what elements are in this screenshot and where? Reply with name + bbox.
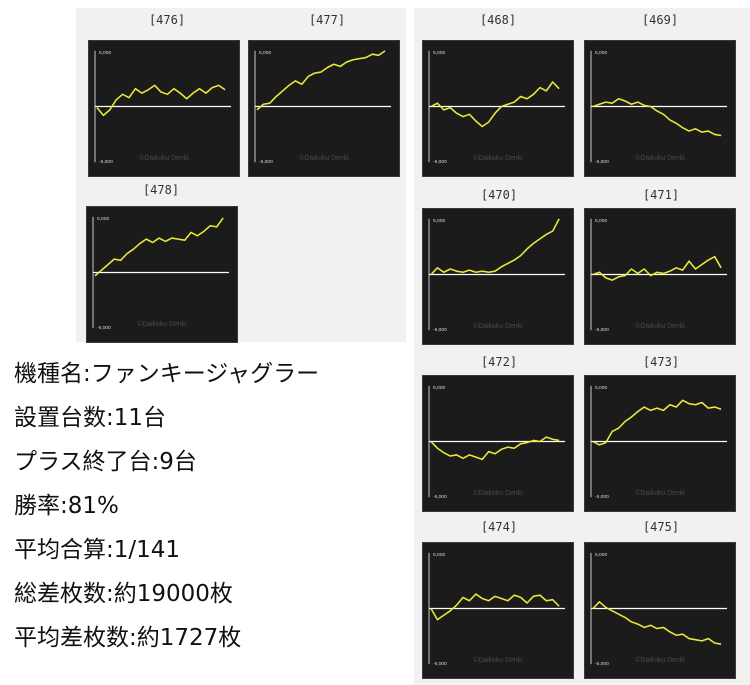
watermark: ©Daikoku Denki bbox=[635, 154, 685, 162]
slump-series-line bbox=[592, 601, 722, 645]
stat-plus-finish: プラス終了台:9台 bbox=[14, 449, 197, 475]
slump-series-line bbox=[592, 97, 722, 137]
slump-series-line bbox=[592, 255, 722, 281]
stat-installed: 設置台数:11台 bbox=[14, 405, 167, 431]
machine-number-label: [470] bbox=[480, 188, 518, 202]
slump-graph-svg: 5,000 -5,000 ©Daikoku Denki bbox=[428, 385, 566, 500]
y-tick-label-bottom: -5,000 bbox=[595, 494, 609, 500]
y-tick-label-bottom: -5,000 bbox=[433, 159, 447, 165]
slump-graph: 5,000 -5,000 ©Daikoku Denki bbox=[584, 542, 736, 679]
y-tick-label-bottom: -5,000 bbox=[99, 159, 113, 165]
machine-number-label: [472] bbox=[480, 355, 518, 369]
machine-number-label: [476] bbox=[148, 13, 186, 27]
slump-graph-svg: 5,000 -5,000 ©Daikoku Denki bbox=[428, 50, 566, 165]
slump-graph-svg: 5,000 -5,000 ©Daikoku Denki bbox=[94, 50, 232, 165]
y-tick-label-bottom: -5,000 bbox=[97, 325, 111, 331]
machine-number-label: [474] bbox=[480, 520, 518, 534]
slump-graph: 5,000 -5,000 ©Daikoku Denki bbox=[248, 40, 400, 177]
slump-graph: 5,000 -5,000 ©Daikoku Denki bbox=[422, 208, 574, 345]
y-tick-label-top: 5,000 bbox=[433, 50, 446, 56]
y-tick-label-top: 5,000 bbox=[595, 50, 608, 56]
watermark: ©Daikoku Denki bbox=[635, 322, 685, 330]
slump-series-line bbox=[430, 81, 560, 128]
y-tick-label-top: 5,000 bbox=[433, 218, 446, 224]
machine-number-label: [473] bbox=[642, 355, 680, 369]
y-tick-label-top: 5,000 bbox=[595, 385, 608, 391]
machine-number-label: [468] bbox=[479, 13, 517, 27]
slump-graph-svg: 5,000 -5,000 ©Daikoku Denki bbox=[428, 552, 566, 667]
watermark: ©Daikoku Denki bbox=[473, 656, 523, 664]
slump-series-line bbox=[256, 50, 386, 111]
slump-graph-svg: 5,000 -5,000 ©Daikoku Denki bbox=[254, 50, 392, 165]
watermark: ©Daikoku Denki bbox=[635, 656, 685, 664]
slump-graph: 5,000 -5,000 ©Daikoku Denki bbox=[584, 208, 736, 345]
watermark: ©Daikoku Denki bbox=[137, 320, 187, 328]
slump-graph-svg: 5,000 -5,000 ©Daikoku Denki bbox=[590, 218, 728, 333]
y-tick-label-top: 5,000 bbox=[259, 50, 272, 56]
slump-graph: 5,000 -5,000 ©Daikoku Denki bbox=[422, 375, 574, 512]
slump-series-line bbox=[592, 399, 722, 446]
slump-graph-svg: 5,000 -5,000 ©Daikoku Denki bbox=[590, 50, 728, 165]
stat-total-diff: 総差枚数:約19000枚 bbox=[14, 581, 233, 607]
watermark: ©Daikoku Denki bbox=[139, 154, 189, 162]
machine-number-label: [469] bbox=[641, 13, 679, 27]
watermark: ©Daikoku Denki bbox=[299, 154, 349, 162]
slump-graph: 5,000 -5,000 ©Daikoku Denki bbox=[422, 40, 574, 177]
slump-graph: 5,000 -5,000 ©Daikoku Denki bbox=[584, 375, 736, 512]
y-tick-label-bottom: -5,000 bbox=[595, 327, 609, 333]
slump-graph: 5,000 -5,000 ©Daikoku Denki bbox=[88, 40, 240, 177]
machine-number-label: [477] bbox=[308, 13, 346, 27]
slump-graph: 5,000 -5,000 ©Daikoku Denki bbox=[584, 40, 736, 177]
slump-graph-svg: 5,000 -5,000 ©Daikoku Denki bbox=[590, 552, 728, 667]
machine-number-label: [475] bbox=[642, 520, 680, 534]
y-tick-label-bottom: -5,000 bbox=[433, 327, 447, 333]
slump-series-line bbox=[430, 218, 560, 276]
y-tick-label-top: 5,000 bbox=[595, 552, 608, 558]
slump-series-line bbox=[430, 436, 560, 461]
slump-series-line bbox=[430, 593, 560, 621]
y-tick-label-top: 5,000 bbox=[595, 218, 608, 224]
stat-machine-name: 機種名:ファンキージャグラー bbox=[14, 361, 320, 387]
y-tick-label-bottom: -5,000 bbox=[433, 494, 447, 500]
machine-number-label: [478] bbox=[142, 183, 180, 197]
y-tick-label-bottom: -5,000 bbox=[595, 159, 609, 165]
stat-average-diff: 平均差枚数:約1727枚 bbox=[14, 625, 242, 651]
machine-number-label: [471] bbox=[642, 188, 680, 202]
watermark: ©Daikoku Denki bbox=[473, 322, 523, 330]
y-tick-label-bottom: -5,000 bbox=[595, 661, 609, 667]
y-tick-label-bottom: -5,000 bbox=[259, 159, 273, 165]
y-tick-label-top: 5,000 bbox=[433, 552, 446, 558]
slump-graph: 5,000 -5,000 ©Daikoku Denki bbox=[422, 542, 574, 679]
slump-graph-svg: 5,000 -5,000 ©Daikoku Denki bbox=[428, 218, 566, 333]
watermark: ©Daikoku Denki bbox=[473, 154, 523, 162]
slump-graph-svg: 5,000 -5,000 ©Daikoku Denki bbox=[590, 385, 728, 500]
slump-graph: 5,000 -5,000 ©Daikoku Denki bbox=[86, 206, 238, 343]
stat-win-rate: 勝率:81% bbox=[14, 493, 119, 519]
slump-series-line bbox=[94, 217, 224, 277]
slump-series-line bbox=[96, 84, 226, 117]
y-tick-label-top: 5,000 bbox=[99, 50, 112, 56]
y-tick-label-top: 5,000 bbox=[433, 385, 446, 391]
slump-graph-svg: 5,000 -5,000 ©Daikoku Denki bbox=[92, 216, 230, 331]
y-tick-label-top: 5,000 bbox=[97, 216, 110, 222]
stat-average-combined: 平均合算:1/141 bbox=[14, 537, 181, 563]
watermark: ©Daikoku Denki bbox=[473, 489, 523, 497]
watermark: ©Daikoku Denki bbox=[635, 489, 685, 497]
y-tick-label-bottom: -5,000 bbox=[433, 661, 447, 667]
